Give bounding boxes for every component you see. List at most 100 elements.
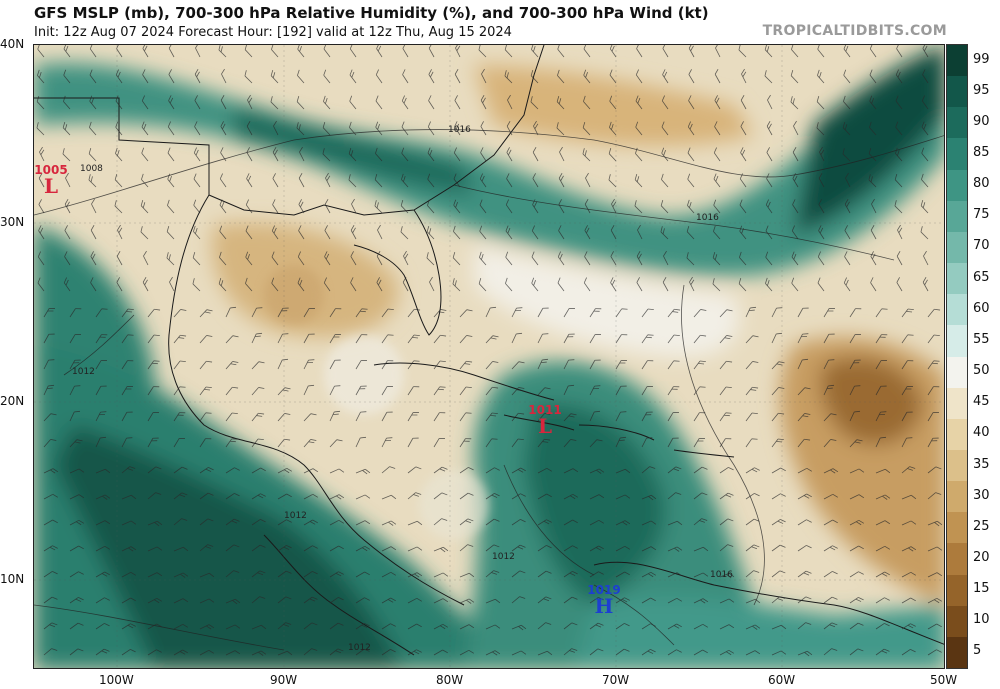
wind-barb bbox=[121, 466, 136, 474]
wind-barb bbox=[610, 277, 617, 292]
wind-barb bbox=[329, 334, 341, 344]
wind-barb bbox=[95, 623, 110, 630]
wind-barb bbox=[661, 121, 669, 136]
wind-barb bbox=[927, 360, 940, 370]
wind-barb bbox=[69, 648, 84, 656]
wind-barb bbox=[667, 597, 683, 604]
wind-barb bbox=[869, 121, 877, 136]
high-pressure-value: 1019 bbox=[587, 583, 621, 597]
wind-barb bbox=[247, 94, 253, 110]
wind-barb bbox=[426, 252, 435, 266]
wind-barb bbox=[871, 198, 877, 214]
wind-barb bbox=[615, 385, 627, 396]
wind-barb bbox=[453, 147, 461, 162]
wind-barb bbox=[693, 466, 708, 474]
wind-barb bbox=[43, 413, 57, 422]
wind-barb bbox=[585, 172, 591, 188]
wind-barb bbox=[402, 45, 409, 58]
wind-barb bbox=[608, 174, 617, 188]
wind-barb bbox=[427, 173, 435, 188]
wind-barb bbox=[661, 147, 669, 162]
colorbar-label: 80 bbox=[973, 176, 990, 192]
wind-barb bbox=[641, 466, 656, 474]
wind-barb bbox=[563, 648, 578, 656]
wind-barb bbox=[870, 225, 877, 240]
wind-barb bbox=[635, 69, 643, 84]
wind-barb bbox=[225, 598, 241, 605]
wind-barb bbox=[329, 439, 343, 448]
wind-barb bbox=[558, 173, 565, 188]
wind-barb bbox=[589, 648, 604, 656]
wind-barb bbox=[407, 360, 420, 370]
wind-barb bbox=[147, 649, 162, 656]
colorbar-label: 35 bbox=[973, 456, 990, 472]
wind-barb bbox=[636, 45, 643, 58]
wind-barb bbox=[667, 412, 679, 422]
wind-barb bbox=[506, 147, 513, 162]
wind-barb bbox=[272, 173, 279, 188]
wind-barb bbox=[610, 225, 617, 240]
wind-barb bbox=[849, 545, 864, 552]
wind-barb bbox=[376, 251, 383, 266]
wind-barb bbox=[563, 468, 579, 474]
wind-barb bbox=[426, 225, 435, 240]
colorbar-label: 45 bbox=[973, 394, 990, 410]
colorbar-label: 75 bbox=[973, 207, 990, 223]
wind-barb bbox=[927, 308, 941, 318]
wind-barb bbox=[589, 439, 603, 448]
wind-barb bbox=[220, 95, 227, 110]
wind-barb bbox=[771, 361, 785, 370]
wind-barb bbox=[771, 544, 786, 552]
wind-barb bbox=[381, 520, 397, 526]
wind-barb bbox=[376, 45, 383, 58]
wind-barb bbox=[869, 45, 877, 58]
wind-barb bbox=[693, 438, 705, 448]
wind-barb bbox=[563, 333, 575, 344]
wind-barb bbox=[531, 277, 539, 292]
wind-barb bbox=[251, 467, 266, 474]
wind-barb bbox=[349, 45, 357, 58]
wind-barb bbox=[765, 277, 773, 292]
wind-barb bbox=[246, 173, 253, 188]
wind-barb bbox=[532, 173, 539, 188]
wind-barb bbox=[531, 251, 539, 266]
wind-barb bbox=[43, 622, 58, 630]
wind-barb bbox=[641, 597, 656, 604]
wind-barb bbox=[433, 572, 449, 578]
wind-barb bbox=[403, 250, 409, 266]
wind-barb bbox=[480, 95, 487, 110]
wind-barb bbox=[69, 597, 84, 604]
wind-barb bbox=[407, 412, 419, 422]
wind-barb bbox=[895, 147, 903, 162]
wind-barb bbox=[693, 492, 708, 500]
wind-barb bbox=[199, 309, 213, 318]
wind-barb bbox=[225, 493, 240, 500]
wind-barb bbox=[667, 360, 680, 370]
wind-barb bbox=[173, 412, 186, 422]
wind-barb bbox=[459, 335, 473, 344]
wind-barb bbox=[142, 277, 149, 292]
wind-barb bbox=[740, 121, 747, 136]
wind-barb bbox=[433, 386, 446, 396]
wind-barb bbox=[245, 277, 253, 292]
wind-barb bbox=[771, 467, 786, 474]
wind-barb bbox=[693, 360, 706, 370]
colorbar-label: 70 bbox=[973, 238, 990, 254]
wind-barb bbox=[298, 199, 305, 214]
wind-barb bbox=[667, 334, 680, 344]
wind-barb bbox=[875, 494, 891, 500]
colorbar-segment bbox=[947, 636, 967, 669]
wind-barb bbox=[634, 200, 643, 214]
wind-barb bbox=[797, 438, 811, 448]
wind-barb bbox=[479, 225, 487, 240]
wind-barb bbox=[667, 572, 683, 578]
wind-barb bbox=[166, 225, 175, 240]
wind-barb bbox=[43, 333, 55, 344]
wind-barb bbox=[479, 199, 487, 214]
wind-barb bbox=[583, 277, 591, 292]
wind-barb bbox=[662, 69, 669, 84]
wind-barb bbox=[686, 225, 695, 240]
low-pressure-value-1: 1005 bbox=[34, 163, 68, 177]
wind-barb bbox=[771, 307, 783, 318]
wind-barb bbox=[901, 411, 913, 422]
